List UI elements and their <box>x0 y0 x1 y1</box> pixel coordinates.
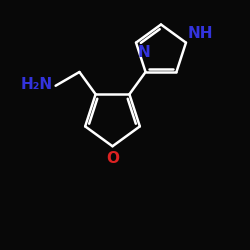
Text: O: O <box>106 151 119 166</box>
Text: NH: NH <box>188 26 214 41</box>
Text: N: N <box>138 45 151 60</box>
Text: H₂N: H₂N <box>21 77 53 92</box>
